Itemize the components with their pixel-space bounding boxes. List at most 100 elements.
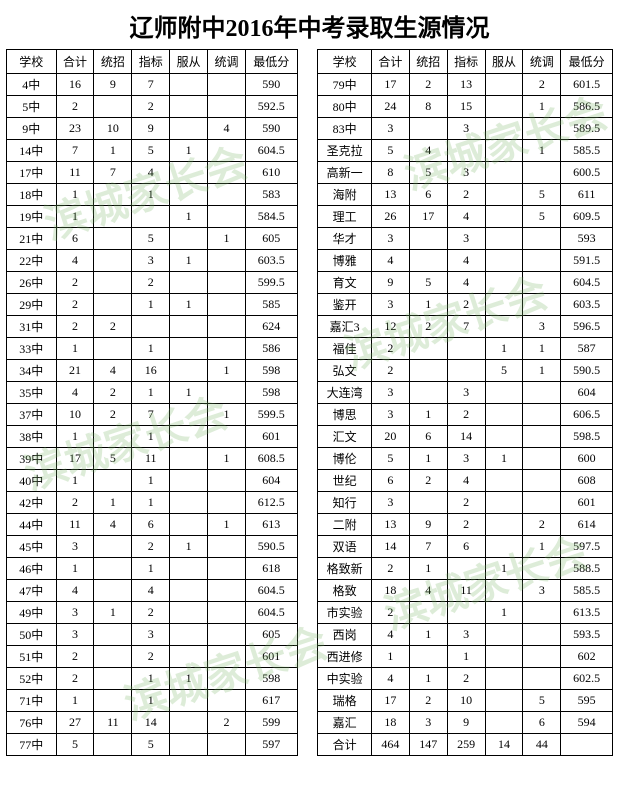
cell: 2 — [447, 514, 485, 536]
cell: 2 — [94, 404, 132, 426]
cell: 格致 — [318, 580, 372, 602]
cell: 2 — [56, 96, 94, 118]
cell: 14 — [371, 536, 409, 558]
cell: 1 — [208, 448, 246, 470]
cell — [94, 426, 132, 448]
cell — [485, 272, 523, 294]
cell: 1 — [409, 558, 447, 580]
cell: 598 — [245, 668, 297, 690]
cell: 80中 — [318, 96, 372, 118]
cell: 79中 — [318, 74, 372, 96]
cell: 2 — [132, 602, 170, 624]
cell — [409, 602, 447, 624]
table-row: 21中651605华才33593 — [7, 228, 613, 250]
cell: 39中 — [7, 448, 57, 470]
cell: 17 — [371, 74, 409, 96]
cell: 1 — [170, 140, 208, 162]
cell: 16 — [132, 360, 170, 382]
cell: 1 — [208, 404, 246, 426]
cell: 608.5 — [245, 448, 297, 470]
cell — [94, 668, 132, 690]
cell — [485, 294, 523, 316]
cell: 1 — [170, 668, 208, 690]
cell: 1 — [132, 338, 170, 360]
table-row: 35中4211598大连湾33604 — [7, 382, 613, 404]
cell: 4 — [447, 206, 485, 228]
cell: 598 — [245, 382, 297, 404]
cell: 26 — [371, 206, 409, 228]
cell — [170, 360, 208, 382]
cell: 600 — [561, 448, 613, 470]
gap — [297, 338, 318, 360]
cell — [208, 272, 246, 294]
cell: 1 — [56, 206, 94, 228]
cell: 19中 — [7, 206, 57, 228]
cell: 37中 — [7, 404, 57, 426]
cell: 2 — [447, 404, 485, 426]
table-row: 17中1174610高新一853600.5 — [7, 162, 613, 184]
cell: 17中 — [7, 162, 57, 184]
cell — [170, 228, 208, 250]
cell: 1 — [132, 558, 170, 580]
cell — [170, 74, 208, 96]
cell: 博雅 — [318, 250, 372, 272]
cell — [170, 558, 208, 580]
cell: 585.5 — [561, 580, 613, 602]
cell — [485, 690, 523, 712]
cell: 602.5 — [561, 668, 613, 690]
cell — [170, 580, 208, 602]
gap — [297, 668, 318, 690]
cell — [208, 316, 246, 338]
cell — [523, 470, 561, 492]
cell: 259 — [447, 734, 485, 756]
table-row: 76中2711142599嘉汇18396594 — [7, 712, 613, 734]
cell: 2 — [447, 668, 485, 690]
cell: 18 — [371, 712, 409, 734]
col-c: 服从 — [485, 50, 523, 74]
cell — [523, 624, 561, 646]
cell: 6 — [132, 514, 170, 536]
cell: 26中 — [7, 272, 57, 294]
cell: 2 — [132, 96, 170, 118]
cell — [523, 448, 561, 470]
cell: 3 — [371, 294, 409, 316]
cell: 1 — [447, 646, 485, 668]
cell: 1 — [409, 668, 447, 690]
gap — [297, 162, 318, 184]
col-school: 学校 — [7, 50, 57, 74]
cell — [523, 426, 561, 448]
cell: 1 — [132, 184, 170, 206]
cell: 1 — [523, 536, 561, 558]
cell: 45中 — [7, 536, 57, 558]
cell — [523, 118, 561, 140]
cell: 29中 — [7, 294, 57, 316]
cell: 9中 — [7, 118, 57, 140]
cell: 586.5 — [561, 96, 613, 118]
table-row: 4中169759079中172132601.5 — [7, 74, 613, 96]
cell: 18中 — [7, 184, 57, 206]
cell: 44 — [523, 734, 561, 756]
cell — [94, 580, 132, 602]
cell: 52中 — [7, 668, 57, 690]
cell: 21 — [56, 360, 94, 382]
cell: 5 — [523, 690, 561, 712]
cell: 595 — [561, 690, 613, 712]
cell: 高新一 — [318, 162, 372, 184]
cell — [485, 712, 523, 734]
cell — [94, 690, 132, 712]
cell: 7 — [56, 140, 94, 162]
cell: 3 — [523, 580, 561, 602]
cell: 14中 — [7, 140, 57, 162]
cell — [208, 250, 246, 272]
table-container: 学校 合计 统招 指标 服从 统调 最低分 学校 合计 统招 指标 服从 统调 … — [0, 49, 619, 756]
gap — [297, 206, 318, 228]
table-row: 49中312604.5市实验21613.5 — [7, 602, 613, 624]
cell: 613.5 — [561, 602, 613, 624]
cell: 理工 — [318, 206, 372, 228]
cell: 618 — [245, 558, 297, 580]
cell: 3 — [447, 228, 485, 250]
cell — [170, 184, 208, 206]
cell — [208, 536, 246, 558]
cell: 14 — [132, 712, 170, 734]
gap — [297, 712, 318, 734]
